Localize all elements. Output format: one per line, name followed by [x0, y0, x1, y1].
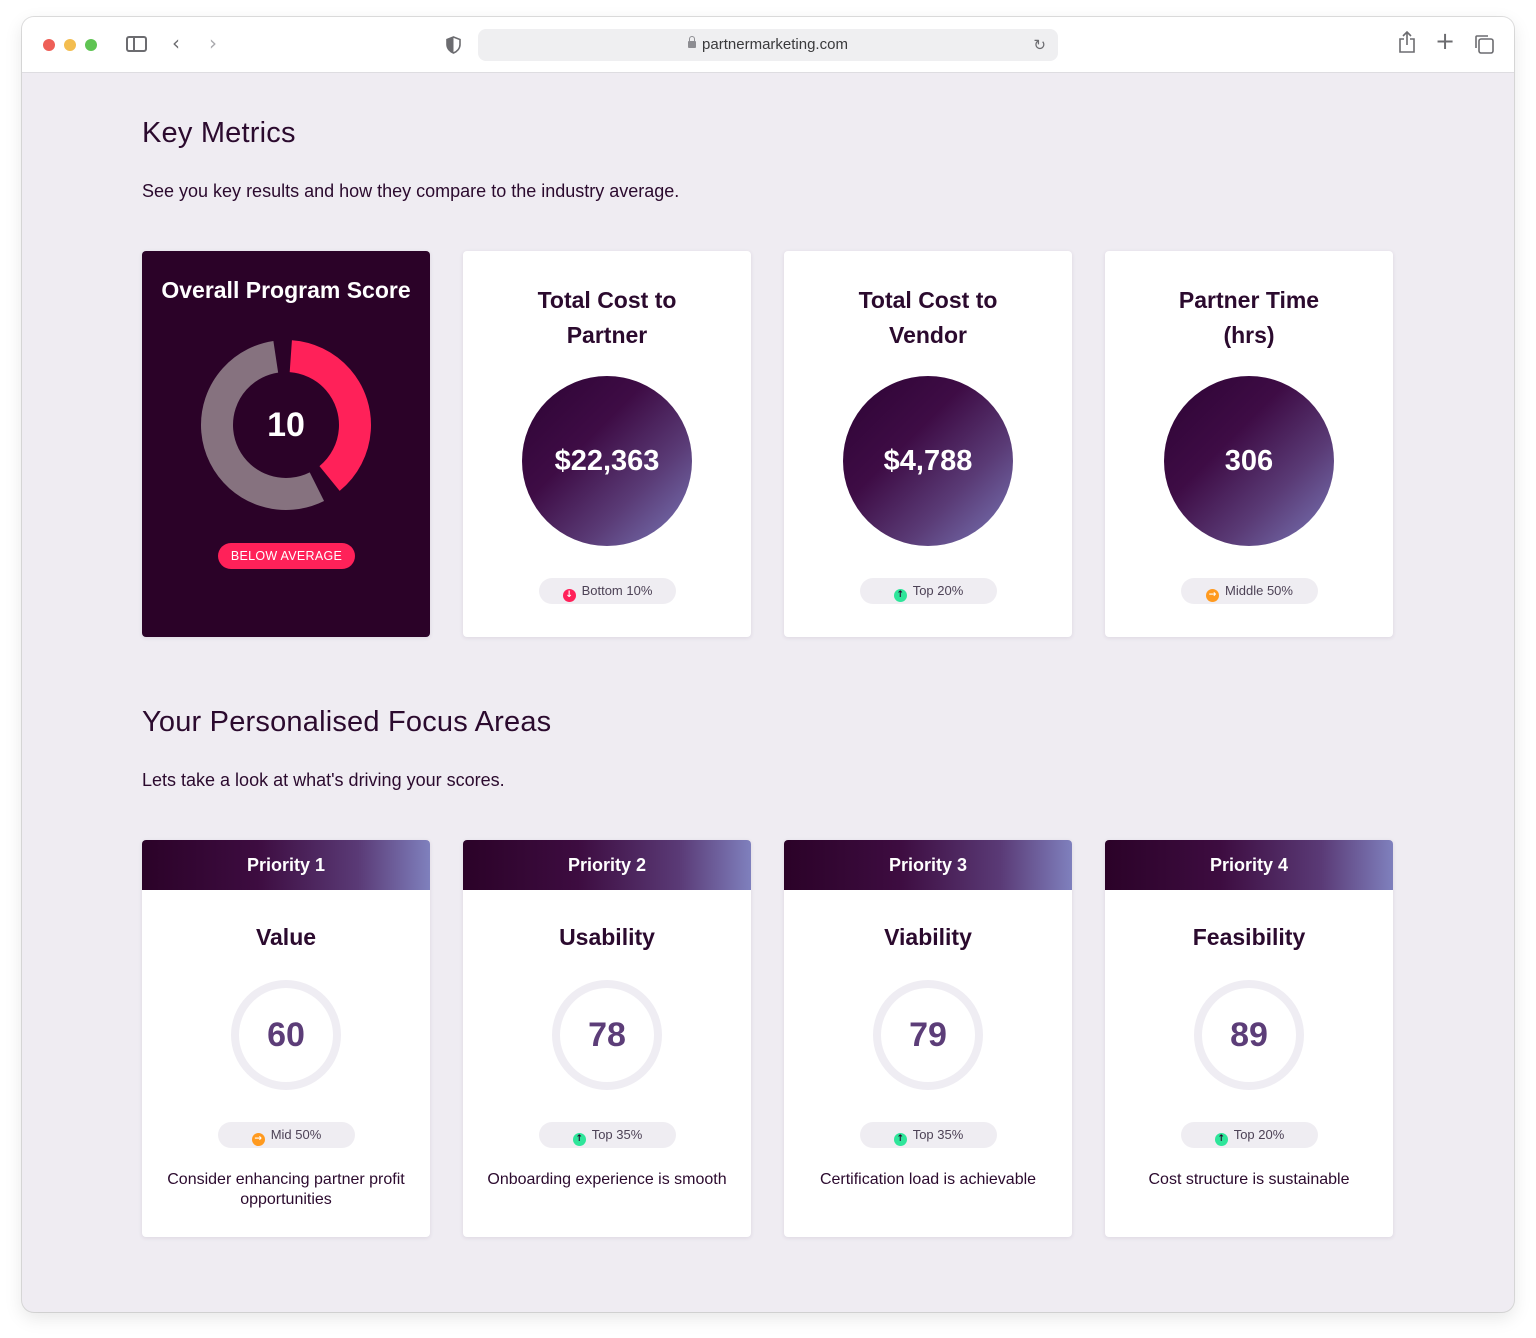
rank-text: Bottom 10%	[581, 583, 653, 598]
donut-arc	[201, 340, 371, 510]
focus-areas-subtitle: Lets take a look at what's driving your …	[142, 770, 505, 790]
rank-badge: → Mid 50%	[218, 1122, 355, 1148]
metric-value-circle: $4,788	[843, 376, 1013, 546]
rank-text: Top 20%	[912, 583, 964, 598]
browser-window: ‹ › partnermarketing.com ↻ + Key Metrics…	[22, 17, 1514, 1312]
focus-description: Onboarding experience is smooth	[487, 1171, 727, 1188]
metric-value-circle: 306	[1164, 376, 1334, 546]
url-text: partnermarketing.com	[702, 36, 848, 53]
focus-name: Value	[255, 924, 317, 950]
forward-chevron-icon[interactable]: ›	[209, 31, 217, 55]
rank-badge: ↑ Top 35%	[539, 1122, 676, 1148]
new-tab-icon[interactable]: +	[1435, 27, 1456, 55]
focus-score-ring: 89	[1194, 980, 1304, 1090]
metric-card-cost-vendor: Total Cost to Vendor $4,788 ↑ Top 20%	[784, 251, 1072, 637]
focus-card-viability: Priority 3 Viability 79 ↑ Top 35% Certifi…	[784, 840, 1072, 1237]
focus-card-feasibility: Priority 4 Feasibility 89 ↑ Top 20% Cost …	[1105, 840, 1393, 1237]
share-icon[interactable]	[1398, 30, 1416, 53]
focus-description: Cost structure is sustainable	[1148, 1171, 1350, 1188]
metric-card-partner-time: Partner Time (hrs) 306 → Middle 50%	[1105, 251, 1393, 637]
rank-badge: ↓ Bottom 10%	[539, 578, 676, 604]
metric-card-cost-partner: Total Cost to Partner $22,363 ↓ Bottom 10…	[463, 251, 751, 637]
focus-card-usability: Priority 2 Usability 78 ↑ Top 35% Onboard…	[463, 840, 751, 1237]
lock-icon	[688, 36, 697, 48]
rank-text: Top 35%	[591, 1127, 643, 1142]
focus-score-ring: 78	[552, 980, 662, 1090]
sidebar-toggle-icon[interactable]	[126, 36, 147, 52]
zoom-window-button[interactable]	[85, 39, 97, 51]
privacy-shield-icon[interactable]	[446, 36, 461, 54]
score-donut-chart	[201, 340, 371, 510]
arrow-up-icon: ↑	[893, 1133, 907, 1146]
key-metrics-title: Key Metrics	[142, 117, 296, 149]
rank-badge: ↑ Top 20%	[860, 578, 997, 604]
metric-title-line2: Partner	[566, 322, 648, 348]
rank-text: Top 20%	[1233, 1127, 1285, 1142]
browser-toolbar: ‹ › partnermarketing.com ↻ +	[22, 17, 1514, 73]
donut-track	[201, 340, 371, 510]
close-window-button[interactable]	[43, 39, 55, 51]
back-chevron-icon[interactable]: ‹	[172, 31, 180, 55]
focus-description: Certification load is achievable	[819, 1171, 1037, 1188]
rank-text: Middle 50%	[1225, 583, 1293, 598]
rank-badge: ↑ Top 20%	[1181, 1122, 1318, 1148]
below-average-badge: BELOW AVERAGE	[218, 543, 355, 569]
metric-title-line2: (hrs)	[1223, 322, 1275, 348]
arrow-up-icon: ↑	[572, 1133, 586, 1146]
key-metrics-subtitle: See you key results and how they compare…	[142, 181, 680, 201]
focus-areas-title: Your Personalised Focus Areas	[142, 706, 552, 738]
arrow-down-icon: ↓	[562, 589, 576, 602]
address-bar[interactable]: partnermarketing.com ↻	[478, 29, 1058, 61]
focus-score-ring: 60	[231, 980, 341, 1090]
priority-header: Priority 1	[142, 840, 430, 890]
reload-icon[interactable]: ↻	[1033, 36, 1046, 54]
metric-title-line2: Vendor	[889, 322, 967, 348]
focus-description: Consider enhancing partner profit opport…	[167, 1171, 405, 1208]
priority-header: Priority 4	[1105, 840, 1393, 890]
focus-score-ring: 79	[873, 980, 983, 1090]
overall-score-value: 10	[267, 406, 305, 444]
metric-title-line1: Total Cost to	[537, 287, 677, 313]
metric-title-line1: Total Cost to	[858, 287, 998, 313]
focus-name: Viability	[884, 924, 972, 950]
arrow-right-icon: →	[1206, 589, 1220, 602]
rank-badge: → Middle 50%	[1181, 578, 1318, 604]
arrow-right-icon: →	[251, 1133, 265, 1146]
rank-badge: ↑ Top 35%	[860, 1122, 997, 1148]
overall-score-card: Overall Program Score 10 BELOW AVERAGE	[142, 251, 430, 637]
arrow-up-icon: ↑	[1214, 1133, 1228, 1146]
metric-value-circle: $22,363	[522, 376, 692, 546]
tab-overview-icon[interactable]	[1474, 34, 1494, 54]
focus-name: Usability	[559, 924, 655, 950]
minimize-window-button[interactable]	[64, 39, 76, 51]
priority-header: Priority 2	[463, 840, 751, 890]
rank-text: Mid 50%	[270, 1127, 322, 1142]
focus-name: Feasibility	[1192, 924, 1306, 950]
arrow-up-icon: ↑	[893, 589, 907, 602]
rank-text: Top 35%	[912, 1127, 964, 1142]
focus-card-value: Priority 1 Value 60 → Mid 50% Consider en…	[142, 840, 430, 1237]
overall-score-title: Overall Program Score	[161, 277, 411, 303]
priority-header: Priority 3	[784, 840, 1072, 890]
metric-title-line1: Partner Time	[1178, 287, 1320, 313]
